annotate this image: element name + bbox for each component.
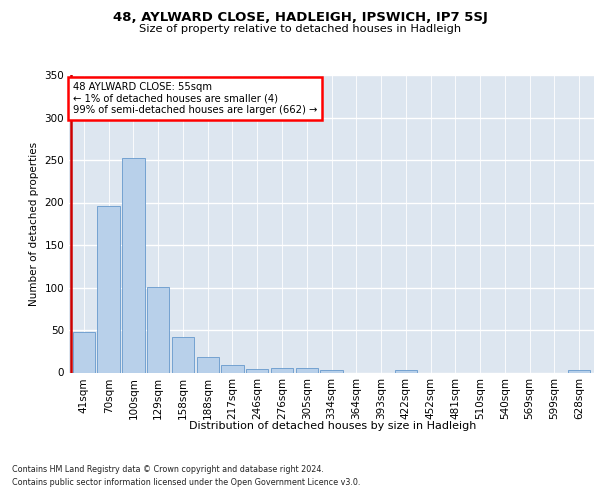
Bar xyxy=(395,370,417,372)
Y-axis label: Number of detached properties: Number of detached properties xyxy=(29,142,39,306)
Bar xyxy=(271,368,293,372)
Text: 48 AYLWARD CLOSE: 55sqm
← 1% of detached houses are smaller (4)
99% of semi-deta: 48 AYLWARD CLOSE: 55sqm ← 1% of detached… xyxy=(73,82,317,115)
Text: Contains public sector information licensed under the Open Government Licence v3: Contains public sector information licen… xyxy=(12,478,361,487)
Text: Size of property relative to detached houses in Hadleigh: Size of property relative to detached ho… xyxy=(139,24,461,34)
Bar xyxy=(246,369,268,372)
Bar xyxy=(122,158,145,372)
Bar xyxy=(147,286,169,372)
Bar xyxy=(73,332,95,372)
Bar xyxy=(320,370,343,372)
Text: 48, AYLWARD CLOSE, HADLEIGH, IPSWICH, IP7 5SJ: 48, AYLWARD CLOSE, HADLEIGH, IPSWICH, IP… xyxy=(113,11,487,24)
Bar xyxy=(97,206,120,372)
Bar xyxy=(172,337,194,372)
Text: Distribution of detached houses by size in Hadleigh: Distribution of detached houses by size … xyxy=(190,421,476,431)
Bar xyxy=(221,365,244,372)
Bar xyxy=(197,357,219,372)
Text: Contains HM Land Registry data © Crown copyright and database right 2024.: Contains HM Land Registry data © Crown c… xyxy=(12,466,324,474)
Bar xyxy=(296,368,318,372)
Bar xyxy=(568,370,590,372)
